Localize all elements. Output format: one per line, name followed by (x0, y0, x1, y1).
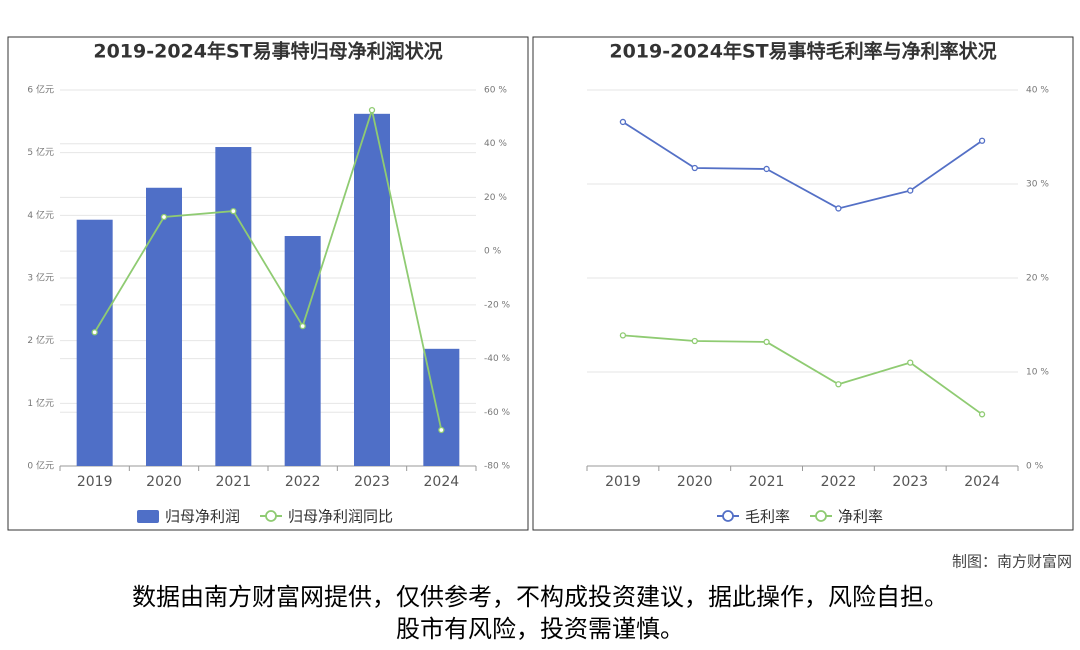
y-tick-label: -20 % (484, 300, 511, 310)
y-tick-label: 0 亿元 (27, 460, 54, 472)
bar (284, 236, 321, 466)
x-tick-label: 2022 (821, 474, 857, 490)
chart-title: 2019-2024年ST易事特归母净利润状况 (93, 40, 442, 63)
point (438, 426, 445, 434)
point (299, 322, 306, 330)
disclaimer: 数据由南方财富网提供，仅供参考，不构成投资建议，据此操作，风险自担。 (132, 583, 948, 611)
x-tick-label: 2023 (892, 474, 928, 490)
bar (146, 187, 182, 466)
bar (215, 147, 252, 466)
point (763, 165, 770, 173)
credit: 制图：南方财富网 (952, 553, 1072, 571)
point (835, 205, 842, 212)
x-tick-label: 2023 (354, 474, 390, 490)
legend-swatch (722, 510, 734, 522)
point (978, 137, 986, 144)
x-tick-label: 2019 (605, 474, 641, 490)
point (691, 337, 698, 345)
point (368, 106, 376, 114)
line (622, 121, 983, 210)
point (160, 213, 168, 221)
x-tick-label: 2020 (677, 474, 713, 490)
panel (7, 36, 529, 531)
legend-label: 净利率 (838, 508, 883, 526)
y-tick-label: -60 % (484, 408, 511, 418)
x-tick-label: 2021 (216, 474, 252, 490)
line (622, 334, 983, 416)
y-tick-label: 0 % (484, 247, 502, 257)
y-tick-label: 20 % (484, 193, 507, 203)
y-tick-label: 30 % (1026, 180, 1049, 190)
x-tick-label: 2021 (749, 474, 785, 490)
y-tick-label: 6 亿元 (27, 84, 54, 96)
point (230, 207, 237, 215)
y-tick-label: 40 % (1026, 86, 1049, 96)
y-tick-label: 3 亿元 (27, 272, 54, 284)
point (907, 359, 914, 366)
legend-label: 归母净利润同比 (288, 508, 393, 526)
y-tick-label: 40 % (484, 139, 507, 149)
bar (76, 219, 113, 466)
y-tick-label: 20 % (1026, 274, 1049, 284)
y-tick-label: 5 亿元 (27, 146, 54, 158)
point (835, 381, 842, 388)
x-tick-label: 2020 (146, 474, 182, 490)
x-tick-label: 2019 (77, 474, 113, 490)
legend-swatch (137, 510, 159, 523)
x-tick-label: 2024 (424, 474, 460, 490)
point (763, 338, 770, 346)
y-tick-label: 0 % (1026, 462, 1044, 472)
bar (354, 113, 390, 467)
point (691, 164, 698, 172)
point (978, 411, 986, 418)
y-tick-label: -80 % (484, 462, 511, 472)
legend-swatch (265, 510, 277, 522)
point (91, 329, 98, 336)
point (619, 118, 627, 126)
x-tick-label: 2022 (285, 474, 321, 490)
point (907, 187, 914, 194)
y-tick-label: 1 亿元 (27, 397, 54, 409)
legend-swatch (815, 510, 827, 522)
legend-label: 归母净利润 (165, 508, 240, 526)
bar (423, 348, 460, 466)
y-tick-label: 10 % (1026, 368, 1049, 378)
y-tick-label: -40 % (484, 354, 511, 364)
x-tick-label: 2024 (964, 474, 1000, 490)
panel (532, 36, 1074, 531)
y-tick-label: 2 亿元 (27, 334, 54, 346)
legend-label: 毛利率 (745, 508, 790, 526)
line (93, 106, 443, 431)
y-tick-label: 60 % (484, 86, 507, 96)
point (619, 332, 627, 339)
disclaimer: 股市有风险，投资需谨慎。 (396, 615, 684, 643)
y-tick-label: 4 亿元 (27, 209, 54, 221)
chart-title: 2019-2024年ST易事特毛利率与净利率状况 (609, 40, 996, 63)
